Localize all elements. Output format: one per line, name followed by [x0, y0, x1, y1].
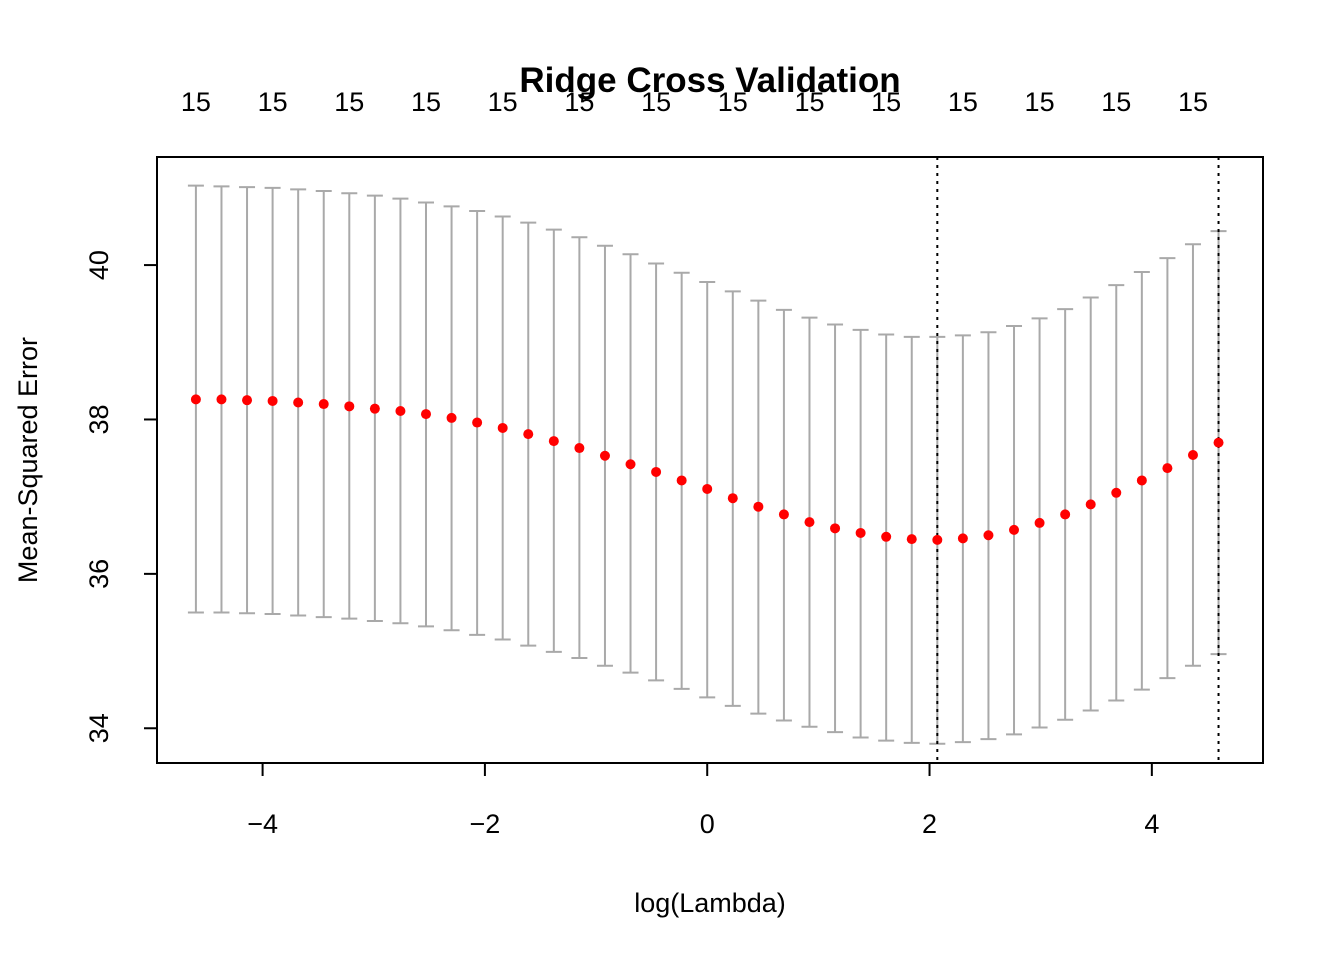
y-axis: 34 36 38 40 [84, 250, 157, 743]
data-point [702, 483, 713, 494]
y-tick-label: 36 [84, 559, 114, 589]
top-axis-label: 15 [1101, 87, 1131, 117]
y-tick-label: 34 [84, 713, 114, 743]
y-tick-label: 40 [84, 250, 114, 280]
data-point [881, 531, 892, 542]
data-point [293, 397, 304, 408]
data-point [1060, 509, 1071, 520]
x-tick-label: 4 [1144, 809, 1159, 839]
data-point [651, 466, 662, 477]
x-tick-label: −2 [470, 809, 501, 839]
top-axis-label: 15 [718, 87, 748, 117]
data-point [625, 459, 636, 470]
data-point [1009, 524, 1020, 535]
data-point [1111, 487, 1122, 498]
chart-title: Ridge Cross Validation [519, 61, 900, 100]
data-point [1162, 463, 1173, 474]
x-tick-label: 2 [922, 809, 937, 839]
top-axis-label: 15 [1025, 87, 1055, 117]
data-point [804, 517, 815, 528]
data-point [830, 523, 841, 534]
data-point [344, 401, 355, 412]
x-tick-label: 0 [700, 809, 715, 839]
x-axis-label: log(Lambda) [634, 888, 786, 918]
top-axis-label: 15 [258, 87, 288, 117]
data-point [1085, 499, 1096, 510]
top-axis-label: 15 [181, 87, 211, 117]
data-point [778, 509, 789, 520]
data-point [1034, 517, 1045, 528]
x-axis: −4 −2 0 2 4 [247, 762, 1159, 839]
top-axis-label: 15 [641, 87, 671, 117]
top-axis-label: 15 [564, 87, 594, 117]
data-point [472, 417, 483, 428]
x-tick-label: −4 [247, 809, 278, 839]
data-point [932, 534, 943, 545]
data-point [983, 530, 994, 541]
data-point [497, 422, 508, 433]
y-axis-label: Mean-Squared Error [13, 337, 43, 583]
data-point [242, 395, 253, 406]
data-point [676, 475, 687, 486]
top-axis-label: 15 [794, 87, 824, 117]
data-point [395, 405, 406, 416]
top-axis-labels: 15 15 15 15 15 15 15 15 15 15 15 15 15 15 [181, 87, 1208, 117]
error-bars [187, 184, 1227, 745]
data-point [190, 394, 201, 405]
data-point [957, 533, 968, 544]
data-point [446, 412, 457, 423]
data-point [599, 450, 610, 461]
data-point [420, 409, 431, 420]
data-point [855, 527, 866, 538]
data-point [318, 399, 329, 410]
data-point [753, 501, 764, 512]
y-tick-label: 38 [84, 404, 114, 434]
data-point [1136, 475, 1147, 486]
data-point [369, 403, 380, 414]
data-point [574, 443, 585, 454]
top-axis-label: 15 [1178, 87, 1208, 117]
top-axis-label: 15 [488, 87, 518, 117]
data-point [1213, 437, 1224, 448]
top-axis-label: 15 [334, 87, 364, 117]
top-axis-label: 15 [871, 87, 901, 117]
data-point [548, 436, 559, 447]
data-point [523, 429, 534, 440]
data-point [906, 534, 917, 545]
mse-points [190, 394, 1224, 545]
data-point [267, 395, 278, 406]
top-axis-label: 15 [411, 87, 441, 117]
reference-lines [936, 157, 1220, 763]
data-point [727, 493, 738, 504]
top-axis-label: 15 [948, 87, 978, 117]
data-point [1187, 449, 1198, 460]
data-point [216, 394, 227, 405]
